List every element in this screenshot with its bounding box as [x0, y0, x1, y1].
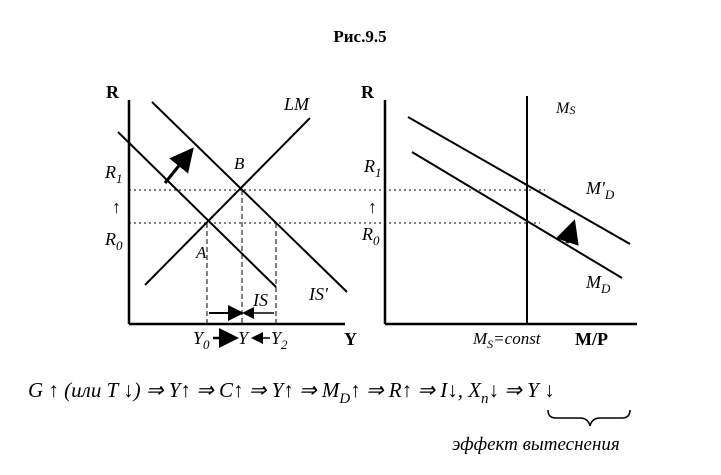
- md-shift-arrow: [555, 219, 579, 246]
- lm-label: LM: [283, 94, 310, 114]
- is-label: IS: [252, 290, 268, 310]
- is-prime-curve: [151, 101, 348, 293]
- left-y-axis-label: R: [106, 82, 120, 102]
- md-curve: [411, 151, 623, 279]
- y2-label: Y2: [271, 328, 288, 352]
- lm-curve: [144, 117, 311, 286]
- right-graph: R M/P MS M'D MD R1 ↑ R0 MS=const: [361, 82, 637, 351]
- right-r1-label: R1: [363, 156, 382, 180]
- y-label: Y: [238, 328, 250, 348]
- ms-const-label: MS=const: [472, 329, 542, 351]
- right-r0-label: R0: [361, 224, 380, 248]
- md-prime-curve: [407, 116, 631, 245]
- md-prime-label: M'D: [585, 178, 615, 202]
- ms-label: MS: [555, 100, 575, 117]
- figure-title: Рис.9.5: [333, 27, 386, 46]
- right-x-axis-label: M/P: [575, 329, 608, 349]
- crowding-out-brace: [547, 409, 631, 427]
- left-r-up-arrow: ↑: [112, 197, 121, 217]
- left-graph: R Y LM IS IS' B A R1 ↑ R0 Y0 Y: [104, 82, 545, 352]
- right-y-axis-label: R: [361, 82, 375, 102]
- transmission-formula: G ↑ (или T ↓) ⇒ Y↑ ⇒ C↑ ⇒ Y↑ ⇒ MD↑ ⇒ R↑ …: [28, 378, 555, 407]
- right-r-up-arrow: ↑: [368, 197, 377, 217]
- is-shift-arrow: [163, 147, 194, 184]
- left-r0-label: R0: [104, 229, 123, 253]
- point-a-label: A: [195, 243, 207, 262]
- point-b-label: B: [234, 154, 245, 173]
- is-curve: [117, 131, 277, 288]
- md-label: MD: [585, 272, 611, 296]
- crowding-out-effect-label: эффект вытеснения: [452, 434, 620, 455]
- left-r1-label: R1: [104, 162, 123, 186]
- left-x-axis-label: Y: [344, 329, 357, 349]
- is-prime-label: IS': [308, 284, 329, 304]
- y0-label: Y0: [193, 328, 210, 352]
